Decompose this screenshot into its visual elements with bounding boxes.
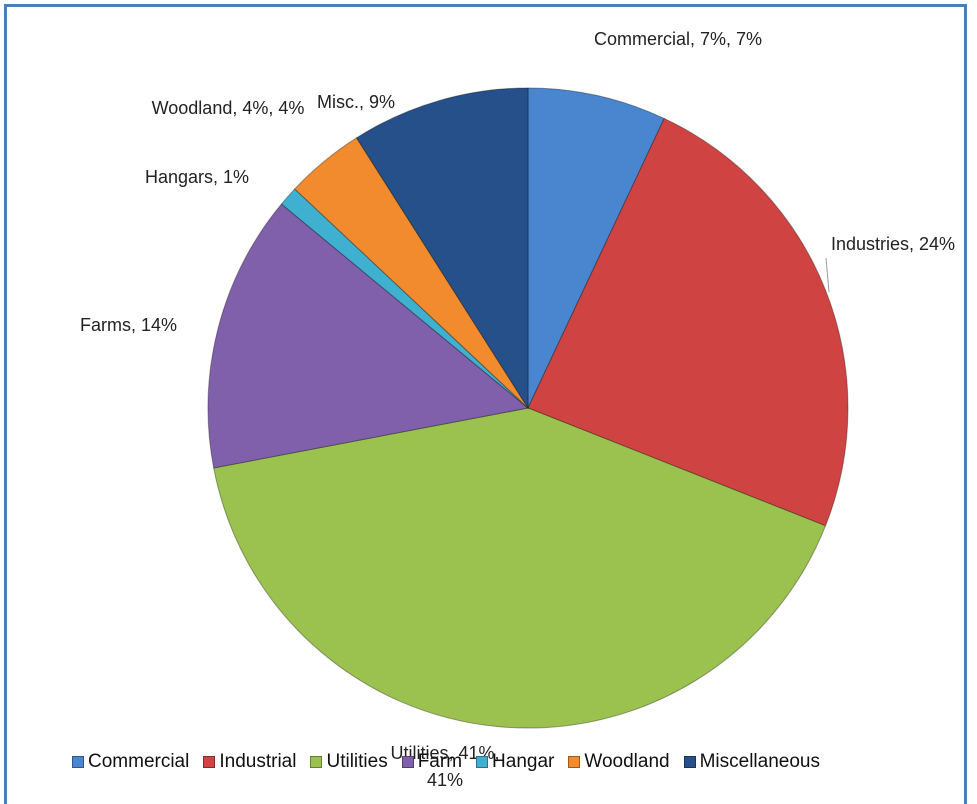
legend-swatch <box>683 756 696 768</box>
pie-slice <box>213 407 827 729</box>
pie-slice <box>355 87 529 410</box>
legend-item: Utilities <box>310 751 388 773</box>
data-label: Utilities, 41%, 41% <box>390 743 500 790</box>
legend-label: Farm <box>417 751 463 772</box>
pie-slice <box>294 137 529 409</box>
legend-item: Farm <box>401 751 463 773</box>
legend-swatch <box>401 756 414 768</box>
data-label: Commercial, 7%, 7% <box>593 29 763 49</box>
data-label: Hangars, 1% <box>145 167 250 187</box>
legend-item: Commercial <box>72 751 189 773</box>
legend-item: Woodland <box>568 751 670 773</box>
data-label: Misc., 9% <box>317 92 396 112</box>
chart-frame <box>4 4 967 804</box>
legend-label: Woodland <box>584 751 670 772</box>
legend-swatch <box>568 756 581 768</box>
legend-label: Commercial <box>88 751 190 772</box>
data-label: Farms, 14% <box>80 315 178 335</box>
legend-item: Hangar <box>476 751 554 773</box>
legend-label: Utilities <box>326 751 388 772</box>
legend-label: Industrial <box>219 751 297 772</box>
legend-item: Industrial <box>203 751 296 773</box>
data-label: Woodland, 4%, 4% <box>151 98 305 118</box>
pie-slice <box>527 87 665 409</box>
legend: Commercial Industrial Utilities Farm Hangar W… <box>72 751 820 773</box>
legend-label: Miscellaneous <box>699 751 820 772</box>
legend-label: Hangar <box>492 751 555 772</box>
legend-item: Miscellaneous <box>683 751 820 773</box>
pie-slice <box>280 188 529 409</box>
legend-swatch <box>476 756 489 768</box>
data-label: Industries, 24% <box>831 234 956 254</box>
legend-swatch <box>310 756 323 768</box>
leader-line <box>825 257 830 293</box>
legend-swatch <box>72 756 84 768</box>
legend-swatch <box>203 756 216 768</box>
pie-slice <box>527 117 849 527</box>
pie-slice <box>207 203 530 469</box>
